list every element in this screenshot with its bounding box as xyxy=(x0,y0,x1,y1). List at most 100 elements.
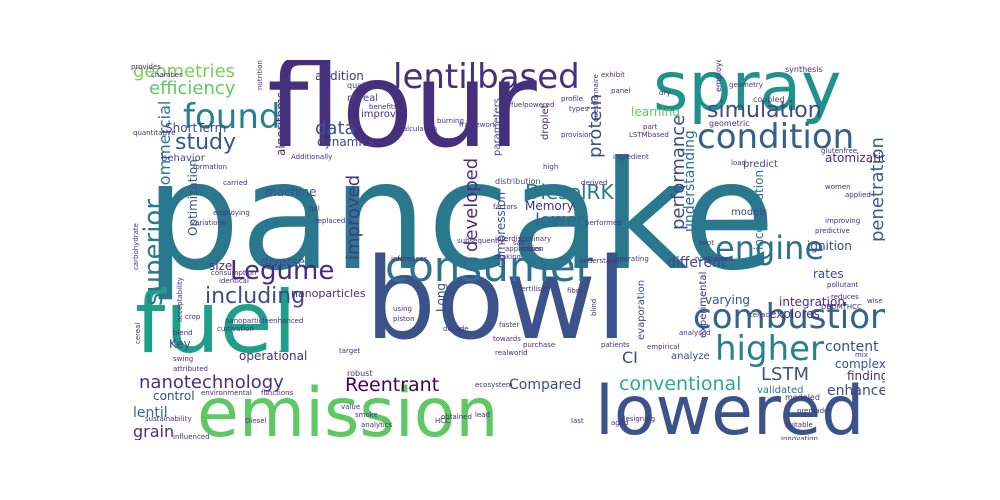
cloud-word-emission: emission xyxy=(197,374,499,441)
cloud-word-dbdmthcc: DBDMTHCC xyxy=(821,303,862,311)
cloud-word-algorithms: algorithms xyxy=(274,91,288,156)
cloud-word-consumer: consumer xyxy=(385,242,593,291)
cloud-word-lead: lead xyxy=(475,411,490,419)
cloud-word-improving: improving xyxy=(825,217,861,225)
cloud-word-predict: predict xyxy=(743,159,778,170)
cloud-word-bowl: bowl xyxy=(365,235,628,365)
cloud-word-questionnaire: questionnaire xyxy=(592,74,600,122)
cloud-word-found: found xyxy=(183,97,281,137)
cloud-word-empirical: empirical xyxy=(647,343,680,351)
cloud-word-geometries: geometries xyxy=(133,61,236,82)
cloud-word-lowered: lowered xyxy=(595,372,865,441)
cloud-word-full: full xyxy=(309,205,320,213)
cloud-word-nanotechnology: nanotechnology xyxy=(139,372,284,393)
cloud-word-engine: engine xyxy=(715,229,825,267)
cloud-word-crop: crop xyxy=(185,313,201,321)
cloud-word-key: Key xyxy=(169,337,191,351)
cloud-word-acceptability: acceptability xyxy=(176,277,184,322)
cloud-word-smoke: smoke xyxy=(355,411,378,419)
cloud-word-machine: machine xyxy=(265,185,317,199)
cloud-word-women: women xyxy=(825,183,851,191)
cloud-word-higher: higher xyxy=(715,329,825,369)
cloud-word-rates: rates xyxy=(813,267,844,281)
cloud-word-suitable: suitable xyxy=(785,421,813,429)
cloud-word-towards: towards xyxy=(493,335,521,343)
cloud-word-pancake: pancake xyxy=(145,130,776,304)
cloud-word-different: different xyxy=(667,255,727,271)
cloud-word-hcc: HCC xyxy=(435,417,451,425)
cloud-word-lstmbased: LSTMbased xyxy=(629,131,669,139)
cloud-word-nontrained: nontrained xyxy=(695,255,734,263)
cloud-word-provision: provision xyxy=(561,131,593,139)
cloud-word-shortterm: ShortTerm xyxy=(165,121,227,135)
cloud-word-decade: decade xyxy=(443,325,469,333)
cloud-word-fuel: fuel xyxy=(135,273,297,373)
cloud-word-compared: Compared xyxy=(509,377,582,393)
cloud-word-integration: integration xyxy=(779,295,845,309)
cloud-word-atomization: atomization xyxy=(825,151,885,165)
cloud-word-droplet: droplet xyxy=(540,104,551,140)
cloud-word-subsequently: subsequently xyxy=(457,237,504,245)
cloud-word-understanding: understanding xyxy=(682,130,698,232)
cloud-word-study: study xyxy=(175,130,237,155)
cloud-word-profile: profile xyxy=(561,95,584,103)
cloud-word-cultivation: cultivation xyxy=(217,325,254,333)
cloud-word-factors: factors xyxy=(493,203,518,211)
cloud-word-faster: faster xyxy=(499,321,520,329)
cloud-word-interdisciplinary: interdisciplinary xyxy=(495,235,552,243)
cloud-word-applied: applied xyxy=(845,191,871,199)
cloud-word-understand: understand xyxy=(579,257,620,265)
cloud-word-evaporation: evaporation xyxy=(636,279,647,340)
cloud-word-additionally: Additionally xyxy=(291,153,333,161)
cloud-word-last: last xyxy=(571,417,584,425)
cloud-word-calculation: calculation xyxy=(399,125,438,133)
cloud-word-condition: condition xyxy=(697,117,855,157)
cloud-word-superior: superior xyxy=(139,198,169,306)
cloud-word-panel: panel xyxy=(611,87,631,95)
cloud-word-target: target xyxy=(339,347,361,355)
cloud-word-geometric: geometric xyxy=(709,119,750,128)
cloud-word-ci: CI xyxy=(622,348,638,367)
cloud-word-carried: carried xyxy=(223,179,248,187)
cloud-word-employed: employed xyxy=(714,60,723,92)
cloud-word-behavior: behavior xyxy=(161,153,205,164)
cloud-word-quantitative: quantitative xyxy=(133,129,176,137)
cloud-word-validated: validated xyxy=(757,385,804,396)
cloud-word-coupled: coupled xyxy=(753,95,785,104)
cloud-word-reentrant: Reentrant xyxy=(345,374,440,396)
cloud-word-diverse: diverse xyxy=(261,255,306,269)
cloud-word-nutritional: nutritional xyxy=(256,60,264,90)
cloud-word-provides: provides xyxy=(131,63,161,71)
cloud-word-sustainability: sustainability xyxy=(145,415,192,423)
cloud-word-performed: performed xyxy=(585,219,622,227)
cloud-word-benefits: benefits xyxy=(369,103,398,111)
cloud-word-robust: robust xyxy=(347,369,373,378)
cloud-word-wise: wise xyxy=(867,297,883,305)
cloud-word-improved: improved xyxy=(343,174,364,260)
cloud-word-high: high xyxy=(543,163,559,171)
cloud-word-conventional: conventional xyxy=(619,373,742,395)
cloud-word-cereal: cereal xyxy=(134,322,142,344)
cloud-word-enhance: enhance xyxy=(827,383,885,399)
cloud-word-geometry: geometry xyxy=(729,81,763,89)
cloud-word-quaternary: quaternary xyxy=(347,81,392,90)
cloud-word-framework: framework xyxy=(459,121,497,129)
word-cloud: pancake flour bowl emission spray lowered fuel… xyxy=(125,60,885,440)
cloud-word-legume: Legume xyxy=(230,256,335,286)
cloud-word-ecosystem: ecosystem xyxy=(475,381,513,389)
cloud-word-swing: swing xyxy=(173,355,194,363)
cloud-word-identical: identical xyxy=(219,277,249,285)
cloud-word-inferences: inferences xyxy=(391,255,428,263)
cloud-word-operational: operational xyxy=(239,349,308,363)
cloud-word-premade: premade xyxy=(797,407,829,415)
cloud-word-dynamics: dynamics xyxy=(317,135,375,149)
cloud-word-fuelpowered: fuelpowered xyxy=(511,101,555,109)
cloud-word-learning: learning xyxy=(631,105,680,119)
cloud-word-varying: varying xyxy=(705,293,751,307)
cloud-word-lower: lower xyxy=(535,210,585,231)
cloud-word-predictive: predictive xyxy=(815,227,850,235)
cloud-word-designing: designing xyxy=(621,415,656,423)
cloud-word-diesel: Diesel xyxy=(245,417,267,425)
cloud-word-chamber: chamber xyxy=(151,71,183,79)
cloud-word-reveal: reveal xyxy=(347,93,379,104)
